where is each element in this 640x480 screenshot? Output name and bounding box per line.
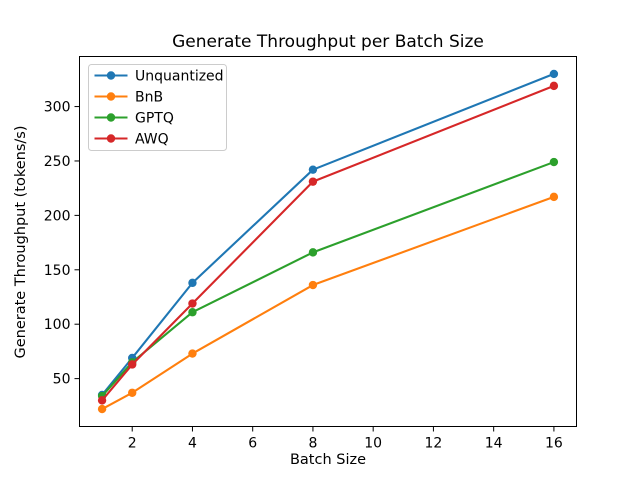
legend-label: Unquantized	[135, 69, 224, 85]
x-tick-label: 6	[248, 436, 257, 452]
data-point	[97, 396, 107, 405]
y-axis-label: Generate Throughput (tokens/s)	[13, 125, 29, 359]
x-tick-label: 12	[425, 436, 443, 452]
data-point	[549, 192, 559, 202]
x-tick-label: 8	[308, 436, 317, 452]
data-point	[97, 404, 107, 414]
y-tick-label: 250	[44, 154, 71, 170]
data-point	[128, 388, 137, 397]
x-tick-label: 16	[545, 436, 563, 452]
x-tick-label: 4	[188, 436, 197, 452]
y-tick-label: 100	[44, 317, 71, 333]
data-point	[308, 280, 318, 290]
x-axis-label: Batch Size	[289, 452, 367, 468]
series-bnb	[97, 192, 559, 414]
x-axis-ticks: 2 4 6 8 10 12 14 16	[128, 426, 563, 452]
data-point	[188, 349, 197, 358]
data-point	[549, 81, 559, 91]
legend-label: AWQ	[135, 132, 169, 148]
data-point	[188, 308, 197, 317]
x-tick-label: 14	[485, 436, 503, 452]
data-point	[188, 299, 197, 308]
y-tick-label: 150	[44, 263, 71, 279]
legend-label: GPTQ	[135, 111, 174, 127]
series-awq	[97, 81, 559, 405]
legend: Unquantized BnB GPTQ AWQ	[88, 64, 227, 151]
legend-marker	[106, 92, 116, 101]
legend-label: BnB	[135, 90, 163, 106]
y-tick-label: 300	[44, 100, 71, 116]
legend-marker	[106, 134, 116, 143]
data-point	[308, 248, 318, 257]
x-tick-label: 2	[128, 436, 137, 452]
legend-marker	[106, 113, 116, 122]
y-tick-label: 200	[44, 208, 71, 224]
data-point	[308, 165, 318, 174]
plot-frame	[79, 56, 577, 427]
series-line	[101, 195, 555, 411]
data-point	[308, 177, 318, 186]
x-tick-label: 10	[364, 436, 382, 452]
chart-title: Generate Throughput per Batch Size	[172, 32, 484, 52]
y-tick-label: 50	[53, 372, 71, 388]
data-point	[549, 69, 559, 79]
data-point	[128, 360, 137, 369]
data-point	[188, 278, 197, 288]
data-point	[549, 157, 559, 167]
legend-marker	[106, 71, 116, 80]
y-axis-ticks: 50 100 150 200 250 300	[44, 100, 80, 388]
legend-box	[88, 64, 227, 151]
